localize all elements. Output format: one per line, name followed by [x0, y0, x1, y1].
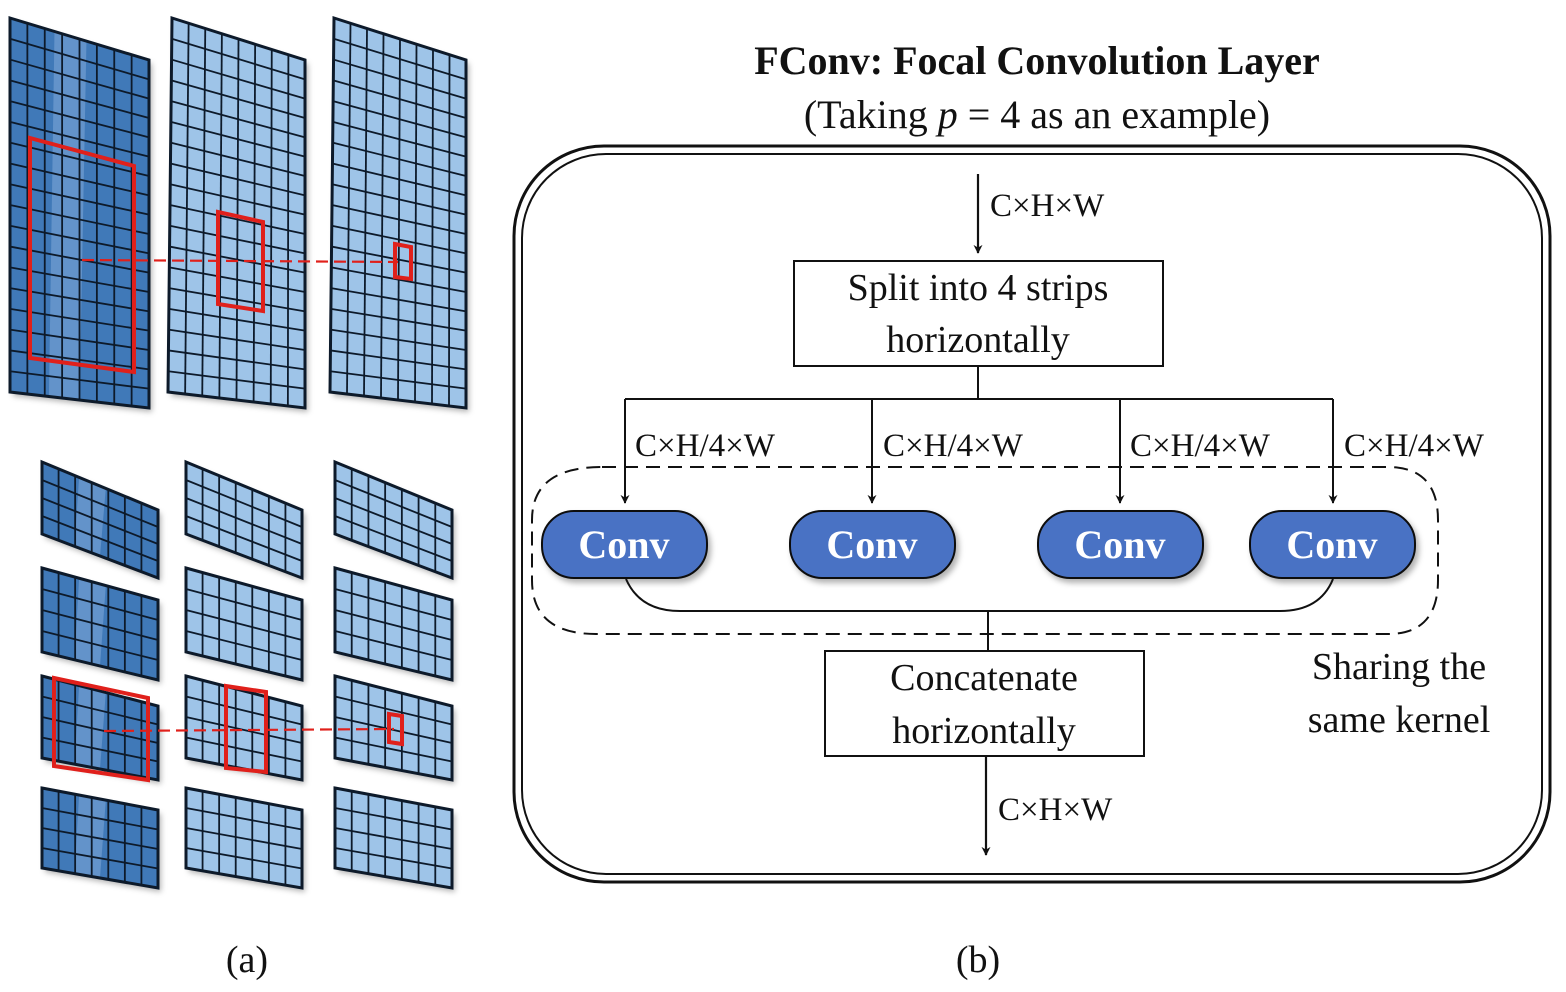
inner-frame — [521, 153, 1543, 875]
strip-map-r1-c1 — [40, 459, 160, 581]
highlight-link-bottom — [103, 727, 395, 733]
branch-dims-label-3: C×H/4×W — [1130, 428, 1271, 464]
subtitle-variable: p — [935, 92, 958, 137]
branch-dims-label-4: C×H/4×W — [1344, 428, 1485, 464]
highlight-link-top — [81, 258, 399, 264]
conv-node-2: Conv — [789, 510, 956, 579]
conv-node-1: Conv — [541, 510, 708, 579]
strip-map-r2-c2 — [184, 566, 304, 682]
strip-map-r4-c3 — [333, 786, 454, 890]
feature-map-3 — [328, 15, 468, 410]
strip-map-r1-c3 — [333, 459, 454, 581]
highlight-strip-medium — [224, 683, 268, 775]
highlight-strip-large — [52, 675, 150, 783]
input-dims-label: C×H×W — [990, 188, 1105, 224]
panel-b-caption: (b) — [956, 939, 1000, 981]
feature-map-2 — [166, 15, 307, 410]
diagram-subtitle: (Taking p = 4 as an example) — [804, 92, 1270, 137]
conv-node-3: Conv — [1037, 510, 1204, 579]
strip-map-r4-c2 — [184, 786, 304, 890]
strip-map-r2-c3 — [333, 566, 454, 682]
branch-dims-label-1: C×H/4×W — [635, 428, 776, 464]
concat-box — [824, 650, 1145, 757]
panel-a-caption: (a) — [226, 939, 268, 981]
sharing-note-line2: same kernel — [1308, 699, 1491, 741]
highlight-strip-small — [387, 711, 404, 747]
strip-map-r2-c1 — [40, 566, 160, 682]
conv-label-4: Conv — [1286, 522, 1377, 567]
highlight-box-small — [393, 241, 413, 282]
split-box-line2: horizontally — [886, 319, 1070, 361]
split-box — [793, 260, 1164, 367]
feature-map-1 — [8, 15, 151, 410]
conv-label-1: Conv — [578, 522, 669, 567]
diagram-title: FConv: Focal Convolution Layer — [754, 38, 1320, 83]
strip-map-r3-c1 — [40, 674, 160, 782]
strip-map-r4-c1 — [40, 786, 160, 890]
branch-dims-label-2: C×H/4×W — [883, 428, 1024, 464]
concat-box-line1: Concatenate — [890, 657, 1078, 699]
strip-map-r3-c2 — [184, 674, 304, 782]
conv-label-2: Conv — [826, 522, 917, 567]
concat-box-line2: horizontally — [892, 710, 1076, 752]
conv-label-3: Conv — [1074, 522, 1165, 567]
output-dims-label: C×H×W — [998, 792, 1113, 828]
highlight-box-medium — [216, 209, 265, 314]
bottom-row-strip-maps — [40, 459, 454, 890]
outer-frame — [512, 144, 1552, 884]
shared-kernel-group — [531, 466, 1439, 635]
strip-map-r1-c2 — [184, 459, 304, 581]
highlight-box-large — [28, 135, 136, 375]
top-row-feature-maps — [8, 15, 468, 410]
conv-node-4: Conv — [1249, 510, 1416, 579]
sharing-note-line1: Sharing the — [1312, 646, 1486, 688]
split-box-line1: Split into 4 strips — [848, 267, 1109, 309]
panel-b-fconv-diagram: FConv: Focal Convolution Layer (Taking p… — [512, 38, 1552, 884]
subtitle-suffix: = 4 as an example) — [958, 92, 1270, 137]
panel-a-feature-maps — [8, 15, 468, 890]
subtitle-prefix: (Taking — [804, 92, 938, 137]
merge-connector — [625, 578, 1334, 612]
receptive-field-highlights — [28, 135, 413, 783]
